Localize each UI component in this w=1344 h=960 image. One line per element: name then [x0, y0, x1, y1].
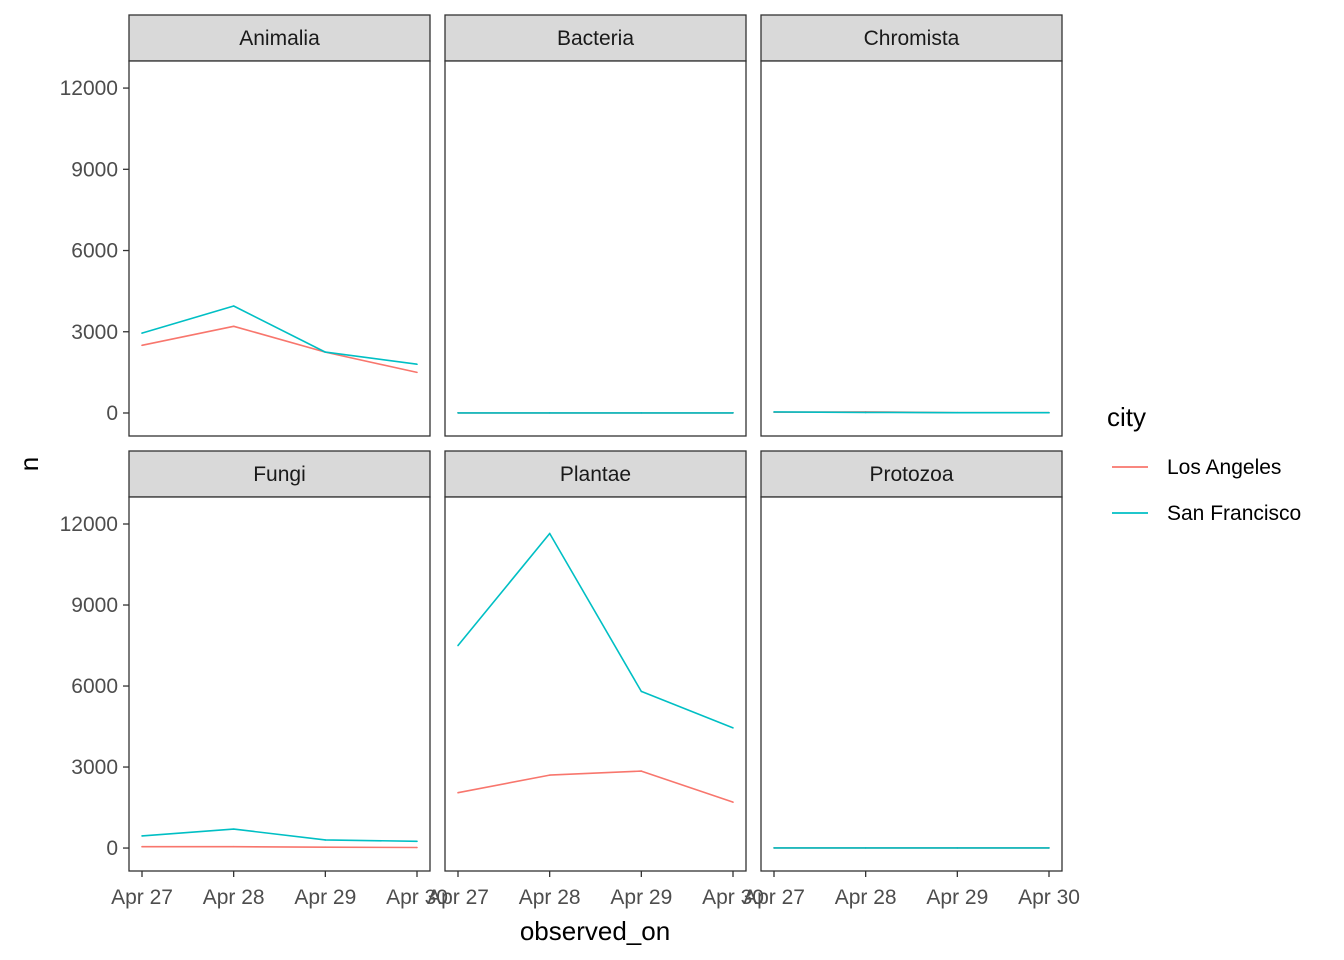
data-point-plantae-san-francisco-0 [457, 644, 459, 647]
y-tick-label: 0 [106, 837, 118, 860]
facet-chromista: Chromista [760, 14, 1063, 437]
facet-bacteria: Bacteria [444, 14, 747, 437]
data-point-protozoa-san-francisco-1 [864, 847, 867, 849]
data-point-plantae-los-angeles-1 [548, 774, 551, 776]
facet-strip-plantae [444, 450, 747, 498]
facet-protozoa: Protozoa [760, 450, 1063, 872]
x-axis-title: observed_on [520, 916, 670, 946]
data-point-fungi-los-angeles-0 [141, 845, 143, 848]
x-tick-label: Apr 29 [294, 886, 356, 909]
data-point-animalia-san-francisco-2 [324, 351, 327, 353]
x-tick-label: Apr 28 [835, 886, 897, 909]
data-point-plantae-los-angeles-0 [457, 791, 459, 794]
data-point-protozoa-san-francisco-2 [956, 847, 959, 849]
data-point-chromista-san-francisco-3 [1048, 411, 1050, 414]
facet-panel-bacteria [444, 60, 747, 437]
facet-animalia: Animalia [128, 14, 431, 437]
legend: city Los Angeles San Francisco [1107, 402, 1301, 525]
data-point-animalia-san-francisco-3 [416, 363, 418, 366]
series-line-fungi-los-angeles [142, 845, 418, 849]
data-point-protozoa-san-francisco-3 [1048, 847, 1050, 849]
x-tick-label: Apr 30 [702, 886, 764, 909]
facet-panel-fungi [128, 496, 431, 872]
series-line-plantae-los-angeles [457, 770, 734, 803]
facet-label: Fungi [253, 463, 306, 486]
x-tick-label: Apr 27 [427, 886, 489, 909]
facet-panels: Animalia Bacteria Chromista Fungi Plantae Pro… [128, 14, 1063, 872]
data-point-fungi-los-angeles-2 [324, 846, 327, 849]
y-tick-label: 3000 [71, 321, 118, 344]
series-line-animalia-san-francisco [141, 305, 418, 365]
facet-strip-protozoa [760, 450, 1063, 498]
data-point-animalia-los-angeles-1 [232, 325, 235, 328]
x-tick-label: Apr 30 [1018, 886, 1080, 909]
y-tick-label: 3000 [71, 756, 118, 779]
data-point-fungi-san-francisco-3 [416, 840, 418, 843]
data-point-fungi-san-francisco-2 [324, 839, 327, 841]
y-axes: 0 3000 6000 9000 12000 0 3000 6000 9000 12000 [60, 77, 129, 860]
data-point-bacteria-san-francisco-3 [732, 412, 734, 414]
data-point-protozoa-san-francisco-0 [773, 847, 775, 849]
data-point-plantae-los-angeles-2 [640, 770, 643, 772]
facet-label: Animalia [239, 27, 320, 50]
facet-fungi: Fungi [128, 450, 431, 872]
x-tick-label: Apr 28 [203, 886, 265, 909]
y-tick-label: 12000 [60, 77, 118, 100]
legend-items: Los Angeles San Francisco [1112, 456, 1301, 525]
series-line-fungi-san-francisco [141, 828, 418, 843]
data-point-plantae-san-francisco-1 [548, 532, 551, 535]
facet-panel-protozoa [760, 496, 1063, 872]
facet-label: Bacteria [557, 27, 634, 50]
series-line-plantae-san-francisco [457, 532, 734, 729]
x-tick-label: Apr 27 [743, 886, 805, 909]
data-point-chromista-san-francisco-0 [773, 411, 775, 413]
facet-label: Plantae [560, 463, 631, 486]
x-tick-label: Apr 27 [111, 886, 173, 909]
data-point-fungi-san-francisco-0 [141, 835, 143, 837]
x-tick-label: Apr 29 [610, 886, 672, 909]
facet-strip-chromista [760, 14, 1063, 62]
y-tick-label: 0 [106, 402, 118, 425]
y-tick-label: 9000 [71, 158, 118, 181]
data-point-plantae-san-francisco-2 [640, 690, 643, 693]
facet-panel-animalia [128, 60, 431, 437]
data-point-fungi-san-francisco-1 [232, 828, 235, 830]
data-point-animalia-los-angeles-0 [141, 344, 143, 347]
facet-strip-animalia [128, 14, 431, 62]
facet-label: Chromista [864, 27, 960, 50]
facet-strip-fungi [128, 450, 431, 498]
data-point-chromista-san-francisco-2 [956, 411, 959, 414]
legend-title: city [1107, 402, 1146, 432]
facet-panel-plantae [444, 496, 747, 872]
y-axis-title: n [14, 457, 44, 471]
data-point-animalia-san-francisco-1 [232, 305, 235, 307]
data-point-fungi-los-angeles-1 [232, 845, 235, 848]
series-line-animalia-los-angeles [141, 325, 418, 374]
data-point-animalia-los-angeles-3 [416, 371, 418, 374]
x-tick-label: Apr 28 [519, 886, 581, 909]
x-tick-label: Apr 29 [926, 886, 988, 909]
data-point-bacteria-san-francisco-1 [548, 412, 551, 414]
y-tick-label: 6000 [71, 240, 118, 263]
data-point-chromista-san-francisco-1 [864, 411, 867, 414]
data-point-plantae-san-francisco-3 [732, 727, 734, 729]
legend-label-los-angeles: Los Angeles [1167, 456, 1281, 479]
y-tick-label: 12000 [60, 513, 118, 536]
series-line-chromista-san-francisco [773, 411, 1049, 414]
facet-panel-chromista [760, 60, 1063, 437]
legend-label-san-francisco: San Francisco [1167, 502, 1301, 525]
data-point-plantae-los-angeles-3 [732, 801, 734, 803]
facet-plantae: Plantae [444, 450, 747, 872]
data-point-bacteria-san-francisco-2 [640, 412, 643, 414]
facet-label: Protozoa [869, 463, 953, 486]
data-point-animalia-san-francisco-0 [141, 332, 143, 334]
y-tick-label: 9000 [71, 594, 118, 617]
facet-strip-bacteria [444, 14, 747, 62]
data-point-fungi-los-angeles-3 [416, 846, 418, 849]
y-tick-label: 6000 [71, 675, 118, 698]
data-point-bacteria-san-francisco-0 [457, 412, 459, 414]
x-tick-label: Apr 30 [386, 886, 448, 909]
